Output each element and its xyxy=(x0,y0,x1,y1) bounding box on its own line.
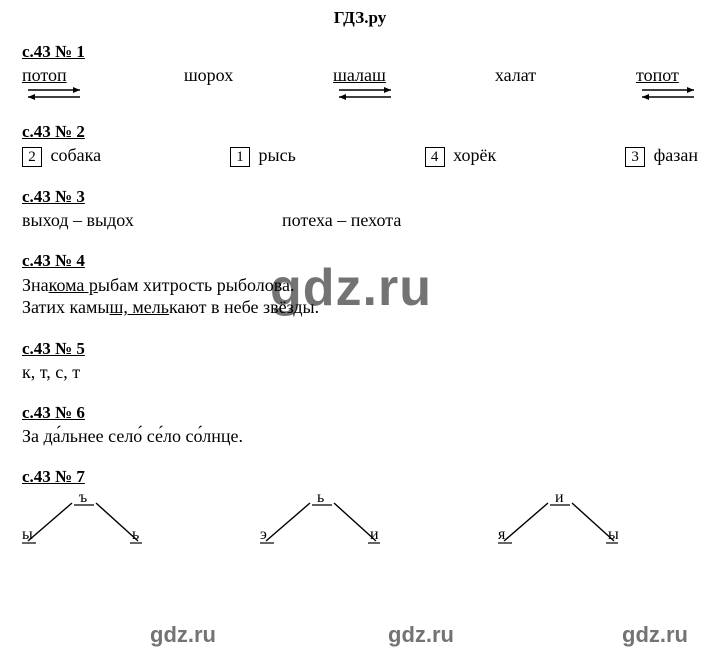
exercise-5-heading: с.43 № 5 xyxy=(22,339,698,359)
exercise-4-line2: Затих камыш, мелькают в небе звёзды. xyxy=(22,296,698,319)
exercise-6-heading: с.43 № 6 xyxy=(22,403,698,423)
diagram-right-letter: ы xyxy=(608,526,619,544)
exercise-7-heading: с.43 № 7 xyxy=(22,467,698,487)
double-arrow-icon xyxy=(636,86,698,102)
number-box: 4 xyxy=(425,147,445,167)
double-arrow-icon xyxy=(333,86,395,102)
underlined-text: кома р xyxy=(49,275,98,295)
pair-right: потеха – пехота xyxy=(282,210,401,231)
word-text: потоп xyxy=(22,65,67,86)
word-text: шалаш xyxy=(333,65,386,86)
double-arrow-icon xyxy=(22,86,84,102)
word-label: собака xyxy=(51,145,102,165)
word-item: потоп xyxy=(22,65,84,102)
word-item: топот xyxy=(636,65,698,102)
text-part: кают в небе звёзды. xyxy=(169,297,319,317)
site-header: ГДЗ.ру xyxy=(22,8,698,28)
underlined-text: ш, мель xyxy=(110,297,169,317)
diagram-left-letter: я xyxy=(498,526,505,544)
diagram-top-letter: ъ xyxy=(79,489,87,507)
text-part: ыбам хитрость рыболова. xyxy=(98,275,295,295)
diagram-top-letter: ь xyxy=(317,489,324,507)
number-box: 3 xyxy=(625,147,645,167)
list-item: 1 рысь xyxy=(230,145,296,167)
exercise-3-heading: с.43 № 3 xyxy=(22,187,698,207)
watermark-small: gdz.ru xyxy=(388,622,454,648)
exercise-2: с.43 № 2 2 собака 1 рысь 4 хорёк 3 фазан xyxy=(22,122,698,167)
exercise-6-text: За да́льнее село́ се́ло со́лнце. xyxy=(22,426,698,447)
diagram-item: и я ы xyxy=(498,493,618,548)
diagram-left-letter: ы xyxy=(22,526,33,544)
diagram-top-letter: и xyxy=(555,489,564,507)
exercise-7: с.43 № 7 ъ ы ь ь э и xyxy=(22,467,698,548)
exercise-1-heading: с.43 № 1 xyxy=(22,42,698,62)
word-item: халат xyxy=(495,65,536,86)
exercise-2-row: 2 собака 1 рысь 4 хорёк 3 фазан xyxy=(22,145,698,167)
diagram-item: ь э и xyxy=(260,493,380,548)
number-box: 2 xyxy=(22,147,42,167)
exercise-1: с.43 № 1 потоп шорох шалаш халат xyxy=(22,42,698,102)
diagram-row: ъ ы ь ь э и и я xyxy=(22,493,698,548)
exercise-4-heading: с.43 № 4 xyxy=(22,251,698,271)
word-label: хорёк xyxy=(453,145,496,165)
number-box: 1 xyxy=(230,147,250,167)
diagram-item: ъ ы ь xyxy=(22,493,142,548)
list-item: 4 хорёк xyxy=(425,145,497,167)
exercise-6: с.43 № 6 За да́льнее село́ се́ло со́лнце… xyxy=(22,403,698,447)
text-part: Зна xyxy=(22,275,49,295)
diagram-left-letter: э xyxy=(260,526,267,544)
exercise-3-row: выход – выдох потеха – пехота xyxy=(22,210,698,231)
exercise-2-heading: с.43 № 2 xyxy=(22,122,698,142)
word-text: халат xyxy=(495,65,536,86)
text-part: Затих камы xyxy=(22,297,110,317)
word-label: фазан xyxy=(654,145,698,165)
pair-left: выход – выдох xyxy=(22,210,282,231)
word-text: топот xyxy=(636,65,679,86)
word-item: шорох xyxy=(184,65,233,86)
exercise-4-line1: Знакома рыбам хитрость рыболова. xyxy=(22,274,698,297)
exercise-3: с.43 № 3 выход – выдох потеха – пехота xyxy=(22,187,698,231)
diagram-right-letter: и xyxy=(370,526,379,544)
word-label: рысь xyxy=(258,145,295,165)
list-item: 3 фазан xyxy=(625,145,698,167)
exercise-5-text: к, т, с, т xyxy=(22,362,698,383)
exercise-5: с.43 № 5 к, т, с, т xyxy=(22,339,698,383)
exercise-4: с.43 № 4 Знакома рыбам хитрость рыболова… xyxy=(22,251,698,319)
word-item: шалаш xyxy=(333,65,395,102)
diagram-right-letter: ь xyxy=(132,526,139,544)
word-text: шорох xyxy=(184,65,233,86)
exercise-1-row: потоп шорох шалаш халат топот xyxy=(22,65,698,102)
list-item: 2 собака xyxy=(22,145,101,167)
watermark-small: gdz.ru xyxy=(622,622,688,648)
watermark-small: gdz.ru xyxy=(150,622,216,648)
